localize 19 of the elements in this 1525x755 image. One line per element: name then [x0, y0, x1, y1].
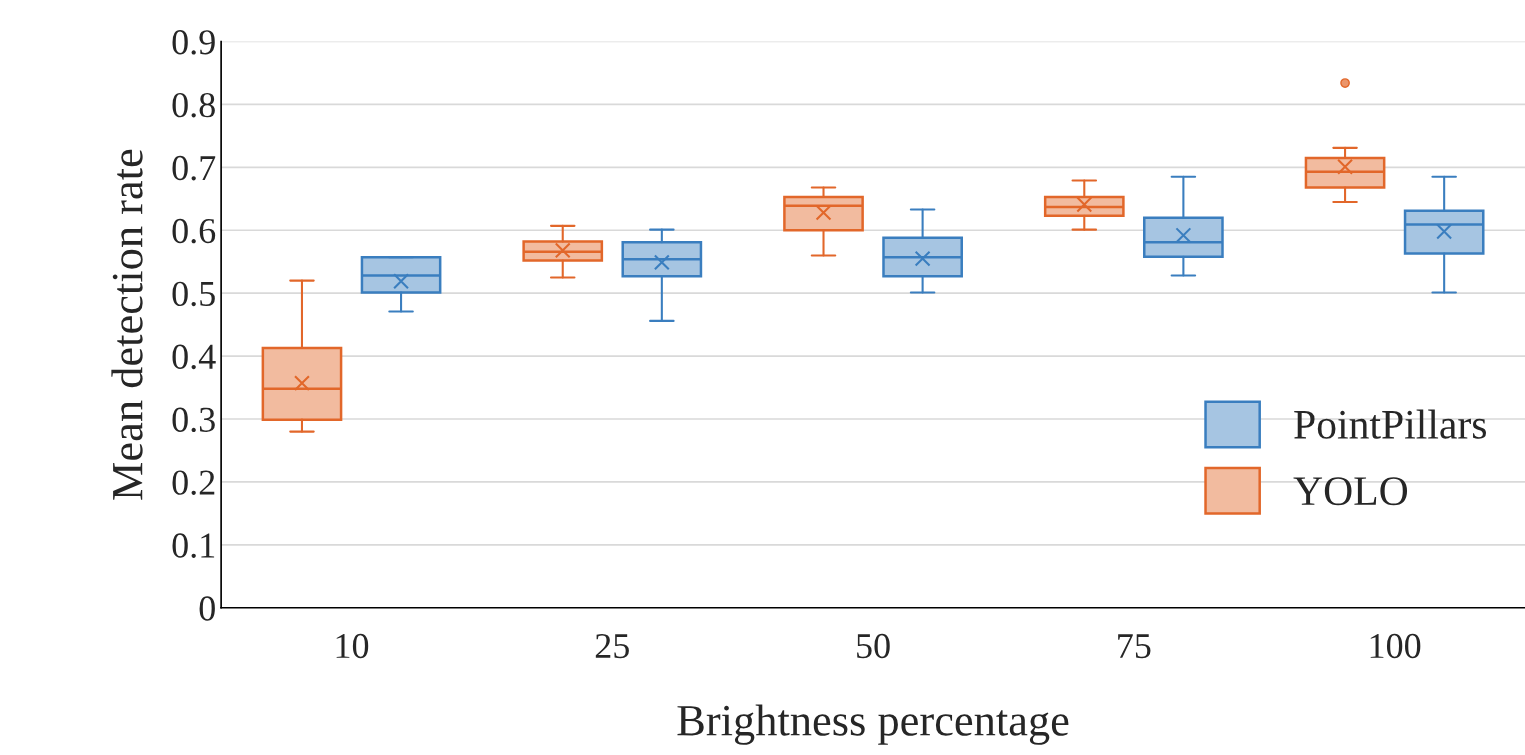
legend-label: PointPillars — [1294, 409, 1486, 439]
x-tick-label: 50 — [857, 633, 890, 659]
y-tick-label: 0.1 — [172, 533, 215, 558]
y-tick-label: 0.2 — [172, 470, 215, 495]
y-tick-label: 0.5 — [172, 281, 215, 307]
y-tick-label: 0.7 — [172, 155, 216, 181]
x-tick-label: 10 — [336, 633, 369, 659]
x-axis-title: Brightness percentage — [677, 704, 1069, 745]
y-tick-label: 0 — [199, 596, 215, 621]
y-tick-label: 0.3 — [172, 407, 215, 433]
x-tick-label: 75 — [1118, 634, 1151, 659]
y-tick-label: 0.4 — [172, 344, 216, 370]
x-tick-label: 25 — [595, 633, 629, 659]
y-tick-label: 0.8 — [172, 92, 215, 118]
y-axis-title: Mean detection rate — [111, 149, 143, 500]
legend-label: YOLO — [1293, 477, 1408, 506]
x-tick-label: 100 — [1370, 633, 1421, 659]
y-tick-label: 0.9 — [172, 30, 215, 55]
y-tick-label: 0.6 — [172, 218, 216, 244]
